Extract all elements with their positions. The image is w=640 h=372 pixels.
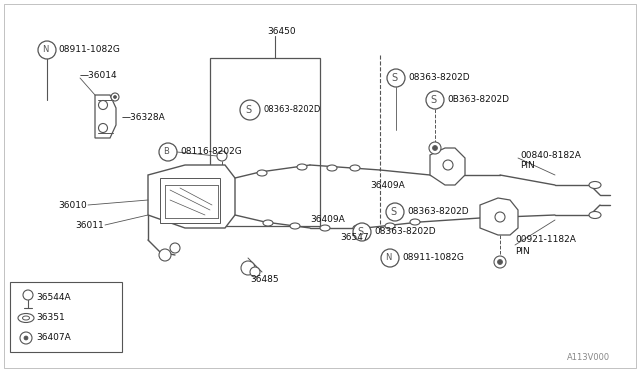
Circle shape (433, 145, 438, 151)
Text: —36328A: —36328A (122, 113, 166, 122)
Circle shape (170, 243, 180, 253)
Circle shape (381, 249, 399, 267)
Text: 36010: 36010 (58, 201, 87, 209)
Ellipse shape (257, 170, 267, 176)
Ellipse shape (327, 165, 337, 171)
Circle shape (353, 223, 371, 241)
Ellipse shape (589, 212, 601, 218)
Text: 36011: 36011 (75, 221, 104, 230)
Text: A113V000: A113V000 (567, 353, 610, 362)
Text: 36409A: 36409A (370, 180, 404, 189)
Circle shape (23, 290, 33, 300)
Circle shape (250, 267, 260, 277)
Polygon shape (480, 198, 518, 235)
Polygon shape (148, 165, 235, 228)
Ellipse shape (263, 220, 273, 226)
Circle shape (387, 69, 405, 87)
Text: 08911-1082G: 08911-1082G (58, 45, 120, 55)
Ellipse shape (589, 182, 601, 189)
Circle shape (159, 143, 177, 161)
Ellipse shape (22, 316, 29, 320)
Ellipse shape (410, 219, 420, 225)
Text: 36544A: 36544A (36, 292, 70, 301)
Ellipse shape (350, 165, 360, 171)
Circle shape (240, 100, 260, 120)
Text: 00840-8182A: 00840-8182A (520, 151, 581, 160)
Text: 36407A: 36407A (36, 334, 71, 343)
Ellipse shape (320, 225, 330, 231)
Circle shape (113, 96, 116, 99)
Circle shape (386, 203, 404, 221)
Text: S: S (430, 95, 436, 105)
Text: S: S (390, 207, 396, 217)
Text: 08363-8202D: 08363-8202D (407, 208, 468, 217)
Bar (210, 58, 320, 226)
Text: 36450: 36450 (267, 28, 296, 36)
Text: 08363-8202D: 08363-8202D (408, 74, 470, 83)
Circle shape (497, 260, 502, 264)
Text: N: N (42, 45, 48, 55)
Text: PIN: PIN (520, 160, 535, 170)
Circle shape (443, 160, 453, 170)
Circle shape (111, 93, 119, 101)
Circle shape (429, 142, 441, 154)
Text: 36547: 36547 (340, 234, 369, 243)
Circle shape (495, 212, 505, 222)
Ellipse shape (18, 314, 34, 323)
Ellipse shape (297, 164, 307, 170)
Text: S: S (357, 227, 363, 237)
Text: 0B363-8202D: 0B363-8202D (447, 96, 509, 105)
Circle shape (99, 100, 108, 109)
Text: B: B (163, 148, 169, 157)
Circle shape (20, 332, 32, 344)
Polygon shape (95, 95, 116, 138)
Text: 00921-1182A: 00921-1182A (515, 235, 576, 244)
Text: —36014: —36014 (80, 71, 118, 80)
Ellipse shape (290, 223, 300, 229)
Ellipse shape (353, 225, 363, 231)
Bar (160, 178, 220, 223)
Text: 36351: 36351 (36, 314, 65, 323)
Circle shape (99, 124, 108, 132)
Circle shape (494, 256, 506, 268)
Ellipse shape (385, 223, 395, 229)
Circle shape (38, 41, 56, 59)
Polygon shape (430, 148, 465, 185)
Text: 36485: 36485 (250, 276, 278, 285)
Text: 36409A: 36409A (310, 215, 345, 224)
Text: S: S (245, 105, 251, 115)
Circle shape (241, 261, 255, 275)
Text: 08911-1082G: 08911-1082G (402, 253, 464, 263)
Bar (10, 282, 122, 352)
Circle shape (217, 151, 227, 161)
Circle shape (426, 91, 444, 109)
Text: N: N (385, 253, 391, 263)
Text: 08363-8202D: 08363-8202D (374, 228, 436, 237)
Text: PIN: PIN (515, 247, 530, 257)
Text: 08363-8202D: 08363-8202D (263, 106, 321, 115)
Text: 08116-8202G: 08116-8202G (180, 148, 242, 157)
Circle shape (159, 249, 171, 261)
Text: S: S (391, 73, 397, 83)
Circle shape (24, 336, 28, 340)
